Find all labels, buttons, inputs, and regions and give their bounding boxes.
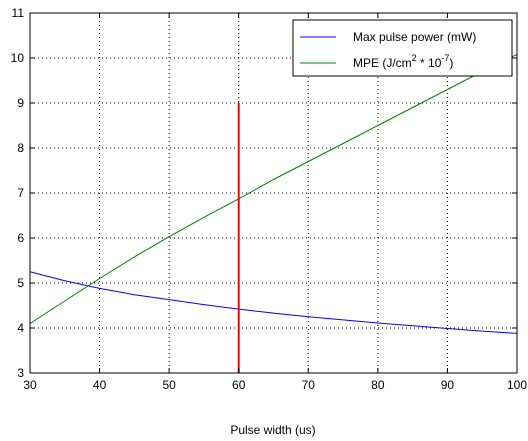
y-tick-label: 9: [17, 96, 24, 110]
y-tick-label: 6: [17, 231, 24, 245]
y-tick-label: 11: [12, 6, 25, 20]
y-tick-label: 8: [17, 141, 24, 155]
legend-label-max-pulse-power: Max pulse power (mW): [353, 30, 476, 44]
y-tick-label: 3: [17, 366, 24, 380]
y-tick-label: 10: [11, 51, 25, 65]
legend-label-mpe-part1: MPE (J/cm: [353, 56, 412, 70]
x-tick-label: 100: [507, 378, 527, 392]
x-tick-label: 30: [23, 378, 37, 392]
legend-label-mpe-part3: ): [449, 56, 453, 70]
series-line-mpe: [29, 53, 518, 324]
legend-label-mpe: MPE (J/cm2 * 10-7): [353, 53, 453, 70]
legend-label-mpe-sup2: -7: [441, 53, 449, 63]
legend: Max pulse power (mW) MPE (J/cm2 * 10-7): [292, 19, 513, 77]
legend-label-mpe-sup1: 2: [412, 53, 417, 63]
x-tick-labels: 30 40 50 60 70 80 90 100: [23, 378, 527, 392]
axis-ticks: [29, 12, 518, 374]
x-tick-label: 60: [232, 378, 246, 392]
y-tick-labels: 3 4 5 6 7 8 9 10 11: [11, 6, 25, 380]
series-line-max-pulse-power: [29, 271, 518, 334]
x-tick-label: 40: [93, 378, 107, 392]
legend-box: [292, 19, 513, 77]
x-tick-label: 80: [371, 378, 385, 392]
y-tick-label: 4: [17, 321, 24, 335]
series-layer: [29, 53, 518, 334]
y-tick-label: 5: [17, 276, 24, 290]
x-tick-label: 70: [302, 378, 316, 392]
x-tick-label: 50: [162, 378, 176, 392]
y-tick-label: 7: [17, 186, 24, 200]
legend-label-mpe-part2: * 10: [417, 56, 442, 70]
x-axis-label: Pulse width (us): [230, 423, 315, 437]
x-tick-label: 90: [441, 378, 455, 392]
